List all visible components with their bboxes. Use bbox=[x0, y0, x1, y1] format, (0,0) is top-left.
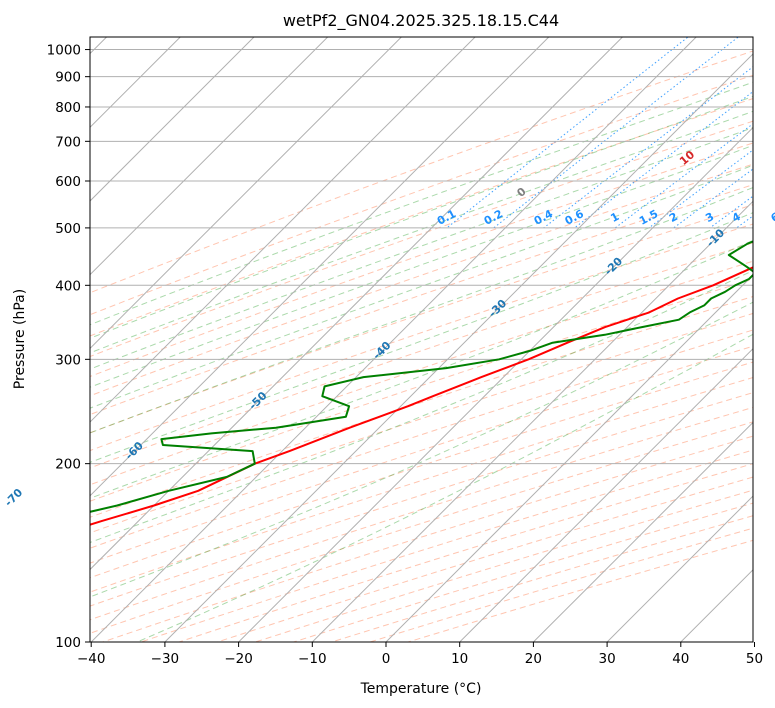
dry-adiabat-line bbox=[90, 329, 753, 549]
isotherm-line bbox=[606, 495, 753, 642]
x-axis-label: Temperature (°C) bbox=[360, 681, 482, 697]
moist-adiabat-line bbox=[90, 212, 753, 463]
isotherm-line bbox=[311, 200, 753, 642]
isotherm-line bbox=[90, 37, 476, 423]
moist-adiabat-line bbox=[90, 110, 753, 354]
profiles bbox=[90, 240, 753, 526]
isotherm-line bbox=[90, 37, 624, 571]
grid-lines bbox=[90, 37, 753, 642]
dry-adiabat-line bbox=[90, 295, 753, 518]
isotherm-line bbox=[90, 37, 697, 642]
x-tick-label: 30 bbox=[599, 651, 616, 667]
y-tick-label: 900 bbox=[55, 70, 81, 86]
x-tick-label: −40 bbox=[77, 651, 106, 667]
isotherm-line bbox=[237, 126, 753, 642]
dry-adiabat-line bbox=[90, 312, 753, 534]
x-tick-label: 20 bbox=[525, 651, 542, 667]
chart-title: wetPf2_GN04.2025.325.18.15.C44 bbox=[283, 11, 559, 31]
moist-adiabat-line bbox=[90, 144, 753, 388]
isotherm-line bbox=[90, 37, 403, 350]
moist-adiabat-line bbox=[137, 333, 753, 642]
y-axis-label: Pressure (hPa) bbox=[12, 289, 28, 389]
isotherm-line bbox=[90, 37, 550, 497]
isotherm-line bbox=[385, 274, 753, 642]
isotherm-line bbox=[164, 53, 753, 642]
dry-adiabat-line bbox=[90, 260, 753, 486]
y-tick-label: 700 bbox=[55, 134, 81, 150]
mixing-ratio-label: 6 bbox=[769, 210, 775, 225]
y-tick-label: 800 bbox=[55, 100, 81, 116]
axes: −40 −30 −20 −10 0 10 20 30 40 50 100 200 300 400 500 60… bbox=[47, 43, 763, 667]
isotherm-line bbox=[90, 37, 255, 202]
plot-frame bbox=[89, 36, 754, 643]
x-tick-label: 40 bbox=[672, 651, 689, 667]
isotherm-line bbox=[532, 421, 753, 642]
x-tick-label: −10 bbox=[298, 651, 327, 667]
dry-adiabat-line bbox=[90, 204, 753, 434]
dewpoint-profile-line bbox=[90, 240, 753, 513]
dry-adiabat-line bbox=[90, 223, 753, 452]
y-tick-label: 200 bbox=[55, 457, 81, 473]
y-tick-label: 100 bbox=[55, 635, 81, 651]
isotherm-line bbox=[90, 37, 329, 276]
temperature-profile-line bbox=[90, 266, 753, 526]
isotherm-line bbox=[458, 347, 753, 642]
y-tick-label: 1000 bbox=[47, 43, 81, 59]
y-tick-label: 600 bbox=[55, 174, 81, 190]
x-tick-label: −30 bbox=[151, 651, 180, 667]
x-tick-label: 0 bbox=[382, 651, 391, 667]
dry-adiabat-line bbox=[90, 345, 753, 564]
y-tick-label: 500 bbox=[55, 221, 81, 237]
x-tick-label: 10 bbox=[451, 651, 468, 667]
moist-adiabat-line bbox=[90, 95, 753, 339]
x-tick-label: 50 bbox=[746, 651, 763, 667]
y-tick-label: 300 bbox=[55, 352, 81, 368]
moist-adiabat-line bbox=[90, 81, 753, 326]
x-tick-label: −20 bbox=[224, 651, 253, 667]
y-tick-label: 400 bbox=[55, 278, 81, 294]
